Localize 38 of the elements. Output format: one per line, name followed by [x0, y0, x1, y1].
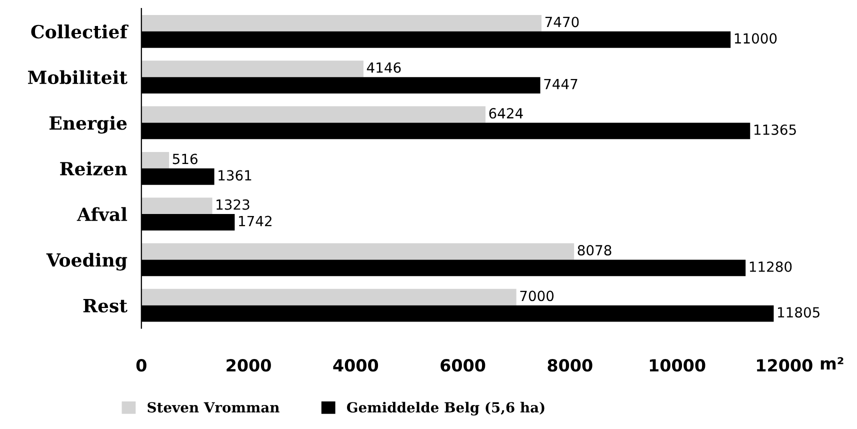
data-label: 11805 — [778, 307, 820, 318]
data-label: 8078 — [578, 245, 612, 256]
x-tick-label: 12000 — [757, 359, 812, 372]
bar — [141, 60, 364, 78]
x-axis-title: m² — [820, 357, 844, 370]
bar — [141, 288, 516, 306]
bar — [141, 106, 486, 123]
data-label: 1323 — [216, 199, 250, 210]
data-label: 11000 — [734, 33, 777, 44]
x-tick-label: 10000 — [650, 359, 706, 372]
x-tick-label: 2000 — [226, 359, 271, 372]
y-tick-label: Mobiliteit — [28, 70, 128, 84]
data-label: 516 — [172, 154, 198, 164]
y-tick-label: Collectief — [31, 24, 128, 39]
y-tick-label: Energie — [50, 116, 127, 134]
bar — [141, 152, 170, 168]
data-label: 7470 — [545, 16, 579, 28]
data-label: 6424 — [489, 108, 523, 119]
x-tick-label: 4000 — [333, 359, 378, 372]
data-label: 1361 — [218, 170, 252, 181]
y-tick-label: Reizen — [60, 162, 128, 176]
bar — [141, 14, 542, 32]
data-label: 4146 — [366, 62, 401, 73]
x-tick-label: 0 — [136, 359, 146, 372]
legend-label: Gemiddelde Belg (5,6 ha) — [346, 402, 544, 416]
data-label: 7447 — [544, 78, 578, 90]
data-label: 1742 — [239, 216, 272, 226]
y-tick-label: Rest — [83, 299, 128, 312]
data-label: 7000 — [520, 290, 554, 302]
legend-label: Steven Vromman — [148, 402, 280, 413]
data-label: 11280 — [750, 261, 792, 272]
x-tick-label: 6000 — [440, 359, 486, 372]
y-tick-label: Afval — [76, 207, 128, 222]
y-tick-label: Voeding — [46, 252, 128, 271]
bar — [141, 198, 212, 214]
data-label: 11365 — [754, 124, 796, 135]
bar — [141, 243, 574, 260]
x-tick-label: 8000 — [548, 359, 592, 372]
